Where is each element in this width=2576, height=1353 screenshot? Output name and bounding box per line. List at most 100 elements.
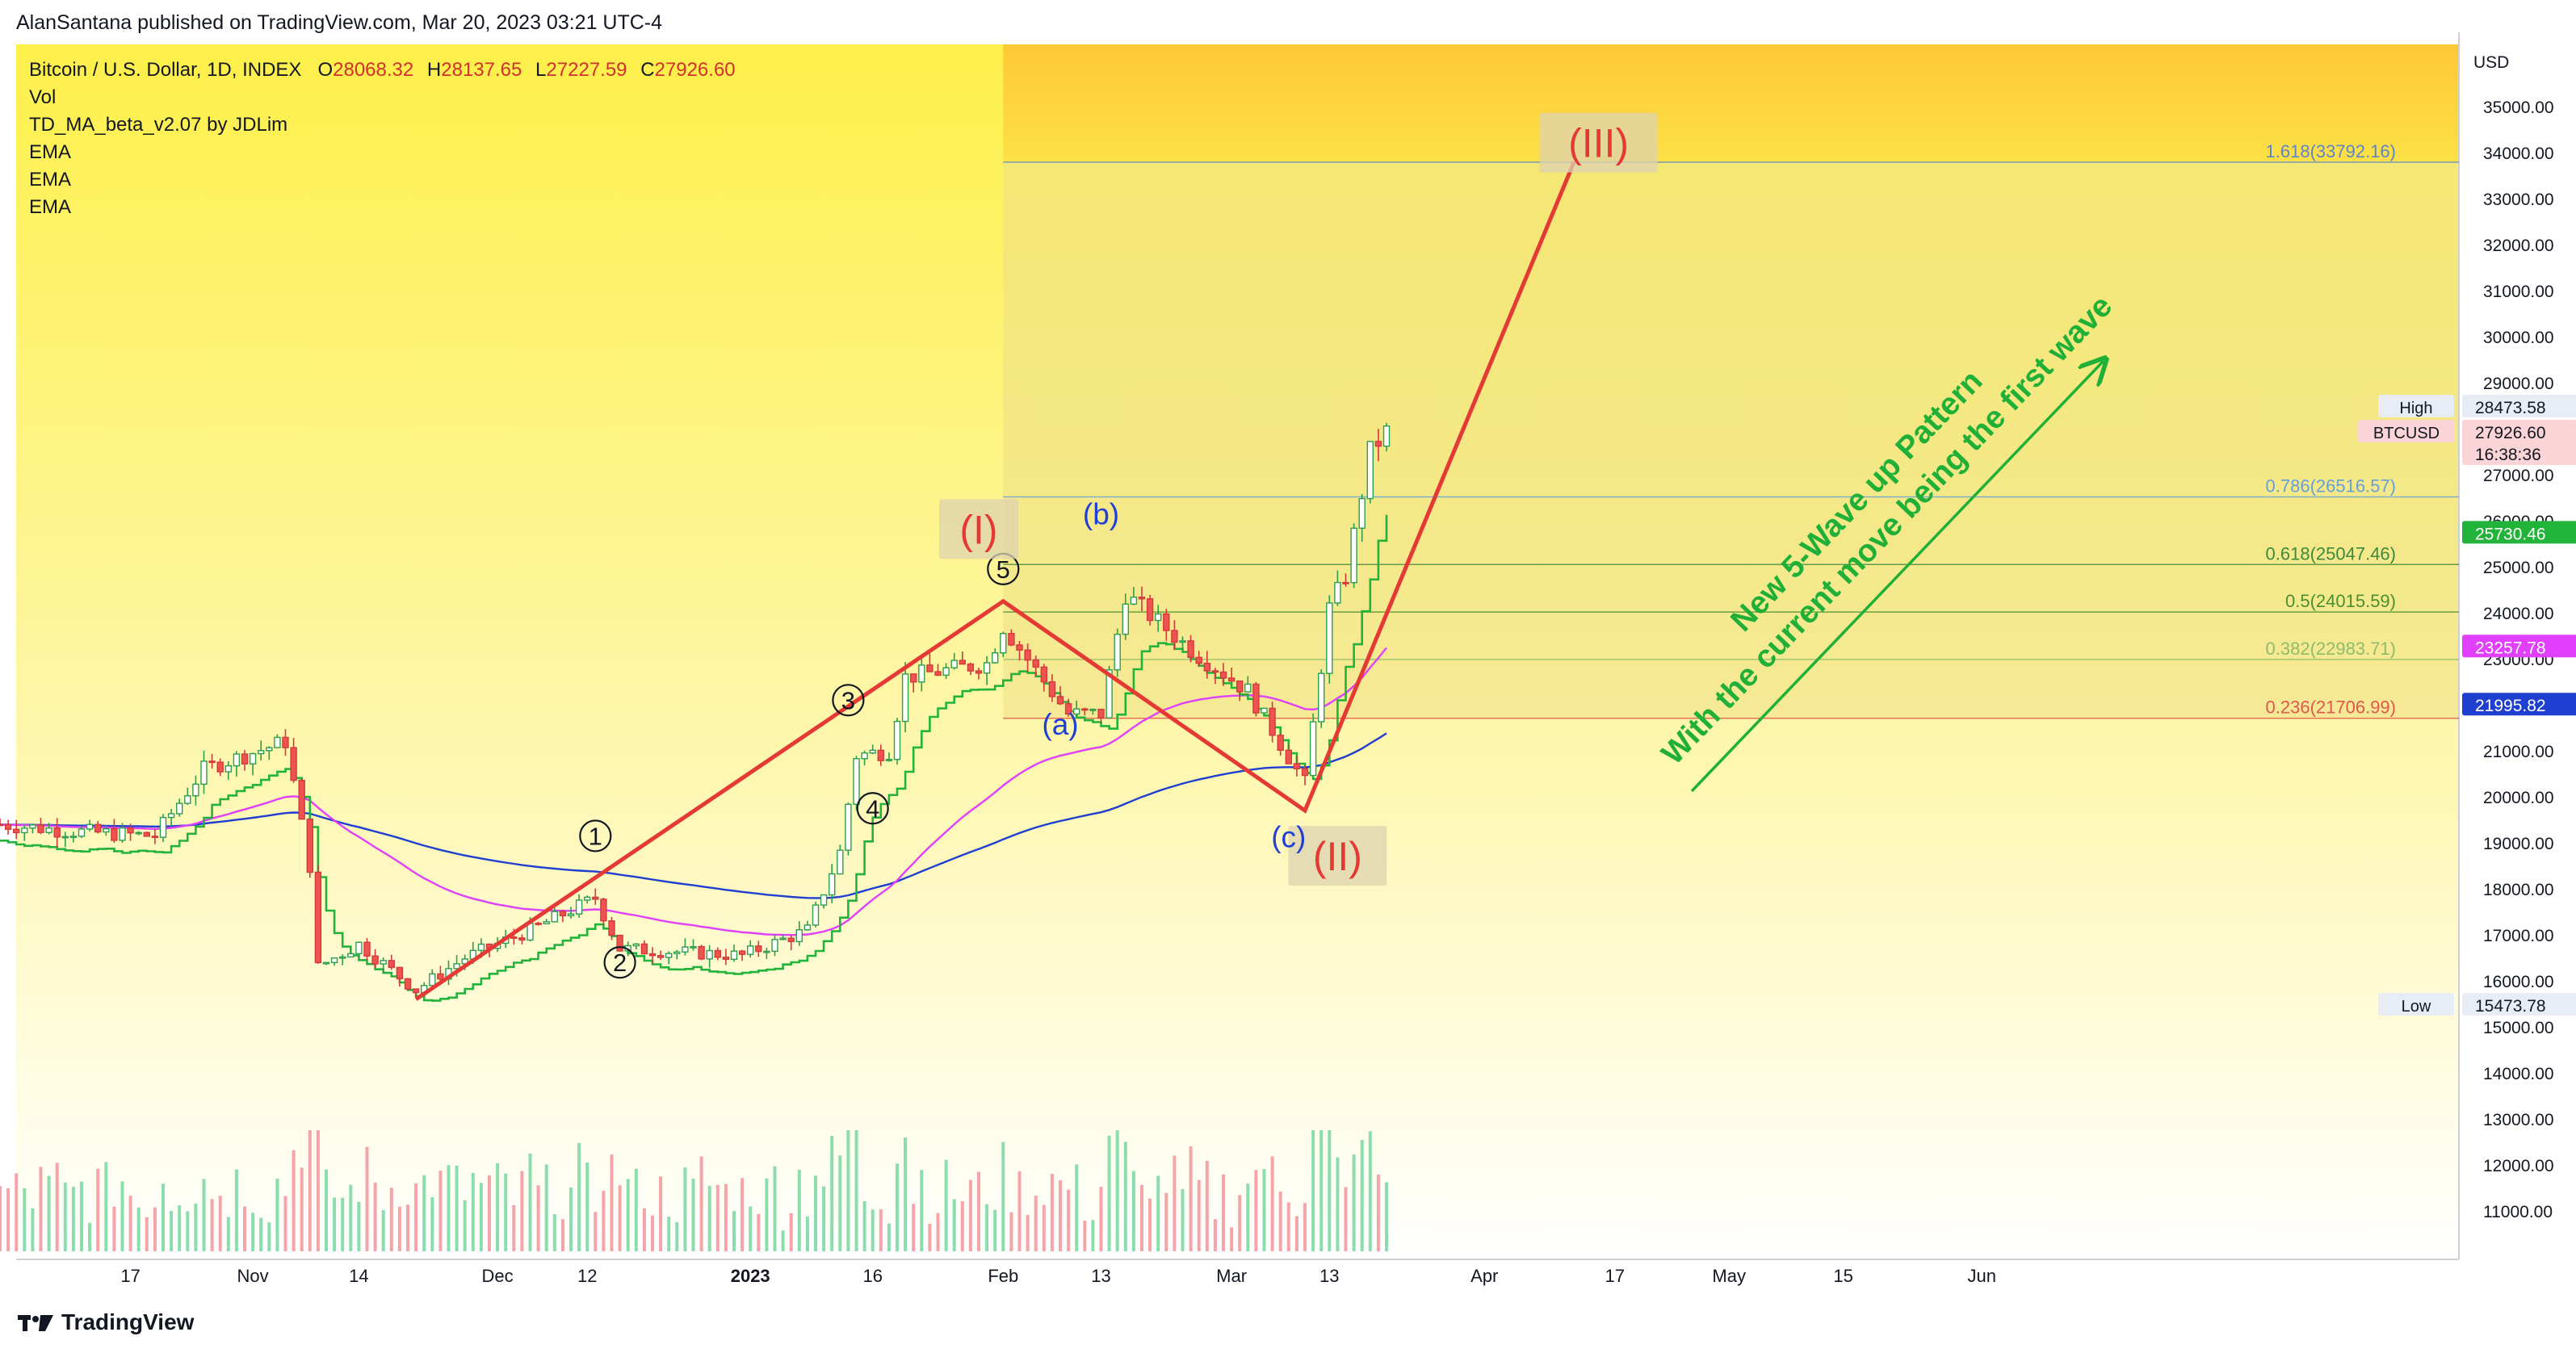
volume-bar	[1376, 1174, 1380, 1251]
volume-bar	[1319, 1130, 1324, 1251]
candle	[1219, 663, 1227, 686]
candle-body	[1072, 708, 1080, 715]
candle	[934, 664, 942, 676]
volume-bar	[871, 1209, 875, 1251]
volume-bar	[39, 1167, 43, 1251]
candle-body	[567, 913, 575, 917]
volume-bar	[985, 1204, 989, 1251]
wave-label-1-circle	[579, 819, 612, 852]
volume-bar	[822, 1186, 826, 1251]
volume-bar	[740, 1178, 745, 1251]
legend-indicator-vol[interactable]: Vol	[29, 86, 57, 108]
volume-bar	[904, 1137, 908, 1251]
candle	[61, 831, 69, 848]
volume-bar	[349, 1184, 353, 1251]
legend-indicator-ema-3[interactable]: EMA	[29, 196, 72, 218]
time-tick: 13	[1091, 1266, 1110, 1286]
candle	[1179, 636, 1186, 651]
volume-bar	[381, 1209, 385, 1251]
volume-bar	[544, 1164, 548, 1251]
volume-bar	[292, 1150, 296, 1251]
tag-low-label-bg	[2378, 992, 2454, 1016]
volume-bar	[528, 1153, 532, 1251]
volume-bar	[275, 1178, 279, 1251]
volume-bar	[610, 1154, 614, 1251]
candle-body	[527, 922, 534, 941]
candle	[893, 718, 901, 765]
candle	[86, 819, 94, 831]
candle	[0, 818, 4, 827]
wave-label-ii-box	[1288, 826, 1387, 886]
volume-bar	[896, 1163, 899, 1251]
candle-body	[1350, 527, 1357, 584]
volume-bars	[0, 1130, 1388, 1251]
tag-ema-mid: 23257.78	[2475, 639, 2546, 657]
volume-bar	[80, 1181, 83, 1251]
price-tick: 30000.00	[2483, 329, 2554, 347]
volume-bar	[259, 1217, 263, 1251]
legend-indicator-ema-2[interactable]: EMA	[29, 169, 72, 191]
candle	[1163, 609, 1170, 641]
volume-bar	[202, 1179, 206, 1251]
candle-body	[1317, 672, 1325, 723]
legend-indicator-td-ma[interactable]: TD_MA_beta_v2.07 by JDLim	[29, 114, 288, 136]
volume-bar	[1148, 1198, 1152, 1251]
volume-bar	[1050, 1174, 1054, 1251]
volume-bar	[488, 1175, 491, 1251]
candle-body	[1105, 669, 1113, 718]
candle	[853, 756, 860, 811]
candle-body	[1277, 735, 1284, 752]
time-tick: 16	[862, 1266, 882, 1286]
candle-body	[584, 896, 591, 901]
volume-bar	[283, 1196, 287, 1251]
footer-brand[interactable]: TradingView	[18, 1309, 194, 1335]
candle-body	[779, 937, 787, 940]
candle	[828, 864, 836, 903]
volume-bar	[389, 1188, 393, 1251]
wave-label-2: 2	[613, 949, 627, 977]
candle-body	[942, 667, 950, 676]
candle	[690, 939, 697, 951]
volume-bar	[1001, 1141, 1005, 1251]
candle	[698, 945, 705, 961]
time-tick: Nov	[237, 1266, 269, 1286]
candle-body	[901, 673, 909, 723]
volume-bar	[1246, 1183, 1250, 1251]
candle	[1317, 669, 1325, 728]
volume-bar	[642, 1208, 646, 1251]
candle	[167, 809, 175, 827]
candle-body	[869, 749, 876, 754]
candle	[616, 934, 623, 952]
fib-label-1.618: 1.618(33792.16)	[2266, 141, 2396, 161]
candle-body	[412, 988, 420, 994]
fib-label-0.5: 0.5(24015.59)	[2285, 591, 2396, 611]
volume-bar	[1042, 1204, 1046, 1251]
candle	[559, 909, 567, 923]
candle-body	[363, 941, 371, 957]
candle-body	[1122, 603, 1130, 635]
candle-body	[698, 945, 705, 960]
candle-body	[592, 896, 599, 900]
legend-symbol-line[interactable]: Bitcoin / U.S. Dollar, 1D, INDEX O28068.…	[29, 59, 736, 81]
candle-body	[208, 760, 216, 764]
volume-bar	[715, 1184, 720, 1251]
price-tick: 18000.00	[2483, 881, 2554, 899]
volume-bar	[960, 1200, 964, 1251]
candle	[111, 819, 118, 844]
candle-body	[812, 904, 820, 926]
candle-body	[738, 950, 746, 955]
volume-bar	[0, 1186, 2, 1251]
candle-body	[159, 816, 167, 838]
candle	[1146, 594, 1154, 626]
candle-body	[135, 831, 142, 835]
volume-bar	[31, 1208, 35, 1251]
candle-body	[918, 664, 925, 683]
candle-body	[714, 949, 721, 958]
candle-body	[771, 939, 778, 953]
candle-body	[1163, 613, 1170, 631]
legend-indicator-ema-1[interactable]: EMA	[29, 141, 72, 163]
candle	[1326, 595, 1333, 684]
candle	[682, 938, 689, 956]
candle	[347, 952, 355, 958]
